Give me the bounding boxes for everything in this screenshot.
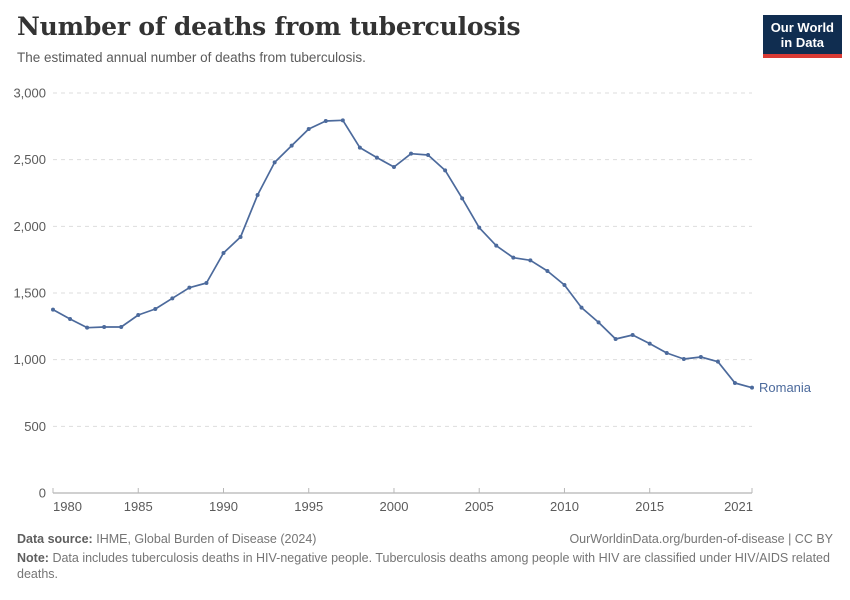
data-point[interactable]	[715, 359, 720, 364]
note-value: Data includes tuberculosis deaths in HIV…	[17, 550, 830, 582]
data-point[interactable]	[170, 296, 175, 301]
data-point[interactable]	[204, 281, 209, 285]
data-point[interactable]	[306, 127, 311, 131]
y-axis-tick-label: 1,000	[13, 352, 46, 367]
x-axis-tick-label: 2010	[550, 499, 579, 514]
data-point[interactable]	[357, 145, 362, 150]
data-point[interactable]	[238, 235, 243, 239]
owid-logo-line1: Our World	[770, 20, 834, 35]
footer-source-row: Data source: IHME, Global Burden of Dise…	[17, 531, 833, 548]
series-end-label[interactable]: Romania	[759, 380, 812, 395]
data-point[interactable]	[732, 381, 737, 385]
y-axis-tick-label: 2,500	[13, 152, 46, 167]
y-axis-tick-label: 0	[39, 486, 46, 501]
data-point[interactable]	[221, 251, 226, 255]
data-point[interactable]	[187, 285, 192, 290]
data-point[interactable]	[272, 160, 277, 165]
y-axis-tick-label: 3,000	[13, 86, 46, 101]
data-point[interactable]	[562, 283, 567, 287]
data-point[interactable]	[426, 153, 431, 157]
data-source-label: Data source:	[17, 532, 93, 546]
data-source-value[interactable]: IHME, Global Burden of Disease (2024)	[96, 532, 317, 546]
data-point[interactable]	[596, 320, 601, 325]
data-point[interactable]	[51, 307, 55, 312]
data-point[interactable]	[153, 307, 158, 311]
data-point[interactable]	[136, 313, 141, 317]
chart-footer: Data source: IHME, Global Burden of Dise…	[17, 531, 833, 583]
data-point[interactable]	[255, 193, 260, 197]
data-point[interactable]	[68, 317, 73, 321]
x-axis-tick-label: 1990	[209, 499, 238, 514]
data-point[interactable]	[85, 325, 90, 330]
page-title: Number of deaths from tuberculosis	[17, 12, 521, 41]
data-point[interactable]	[494, 243, 499, 248]
x-axis-tick-label: 2015	[635, 499, 664, 514]
data-point[interactable]	[409, 151, 414, 156]
data-point[interactable]	[511, 255, 516, 260]
data-point[interactable]	[443, 168, 448, 173]
data-point[interactable]	[391, 165, 396, 169]
data-point[interactable]	[545, 269, 550, 273]
x-axis-tick-label: 2000	[380, 499, 409, 514]
data-point[interactable]	[681, 357, 686, 361]
data-point[interactable]	[528, 258, 533, 263]
data-point[interactable]	[630, 333, 635, 337]
y-axis-tick-label: 500	[24, 419, 46, 434]
x-axis-tick-label: 1980	[53, 499, 82, 514]
data-source: Data source: IHME, Global Burden of Dise…	[17, 531, 316, 548]
data-point[interactable]	[664, 351, 669, 355]
data-point[interactable]	[119, 325, 124, 329]
data-point[interactable]	[613, 337, 618, 341]
data-point[interactable]	[460, 196, 465, 201]
chart-subtitle: The estimated annual number of deaths fr…	[17, 50, 366, 65]
data-point[interactable]	[647, 341, 652, 346]
data-point[interactable]	[477, 225, 482, 230]
x-axis-tick-label: 1985	[124, 499, 153, 514]
owid-logo[interactable]: Our World in Data	[762, 15, 842, 58]
y-axis-tick-label: 1,500	[13, 286, 46, 301]
data-point[interactable]	[102, 325, 107, 329]
data-point[interactable]	[323, 119, 328, 123]
x-axis-tick-label: 2021	[724, 499, 753, 514]
y-axis-tick-label: 2,000	[13, 219, 46, 234]
owid-logo-line2: in Data	[780, 35, 825, 50]
data-point[interactable]	[289, 143, 294, 148]
footer-note: Note: Data includes tuberculosis deaths …	[17, 550, 833, 583]
note-label: Note:	[17, 550, 49, 565]
data-point[interactable]	[579, 305, 584, 310]
chart-header: Number of deaths from tuberculosis The e…	[17, 12, 757, 65]
data-point[interactable]	[374, 155, 379, 160]
x-axis-tick-label: 2005	[465, 499, 494, 514]
data-point[interactable]	[750, 385, 754, 390]
x-axis-tick-label: 1995	[294, 499, 323, 514]
license-link[interactable]: OurWorldinData.org/burden-of-disease | C…	[569, 532, 833, 546]
data-point[interactable]	[698, 355, 703, 359]
series-line-romania[interactable]	[52, 119, 753, 389]
data-point[interactable]	[340, 118, 345, 123]
line-chart[interactable]: 0 500 1,000 1,500 2,000 2,500 3,000 1980 1985 199…	[0, 0, 850, 528]
